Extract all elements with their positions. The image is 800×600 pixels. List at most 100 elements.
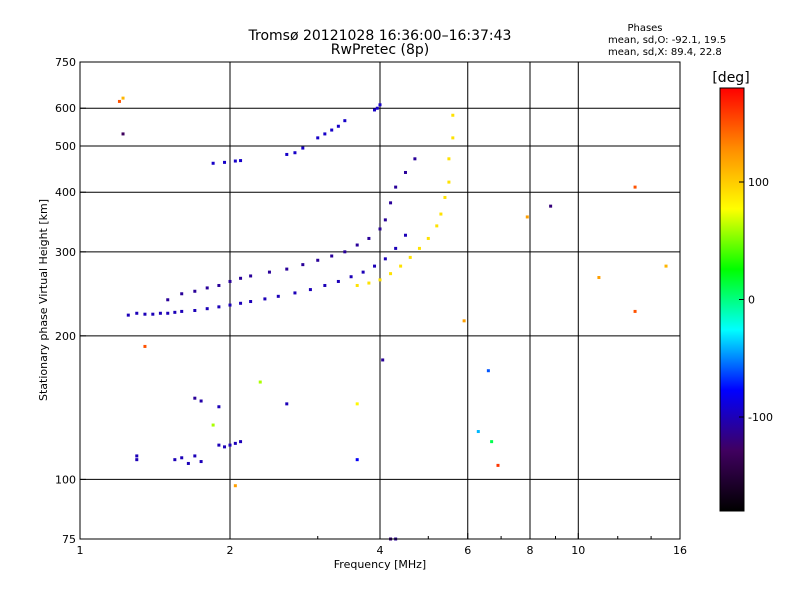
chart-subtitle: RwPretec (8p) <box>331 42 429 58</box>
data-point <box>205 286 209 290</box>
data-point <box>285 267 289 271</box>
data-point <box>389 201 393 205</box>
data-point <box>451 113 455 117</box>
data-point <box>193 454 197 458</box>
data-point <box>373 264 377 268</box>
y-axis-ticks: 75 100 200 300 400 500 600 750 <box>55 56 86 546</box>
colorbar-tick-label: 0 <box>748 294 755 307</box>
data-point <box>151 312 155 316</box>
data-point <box>462 319 466 323</box>
data-point <box>413 157 417 161</box>
data-point <box>180 309 184 313</box>
x-tick-label: 16 <box>673 544 687 557</box>
data-point <box>267 270 271 274</box>
data-point <box>343 119 347 123</box>
data-point <box>330 254 334 258</box>
data-point <box>349 275 353 279</box>
data-point <box>408 255 412 259</box>
data-point <box>355 402 359 406</box>
data-point <box>633 309 637 313</box>
data-point <box>633 185 637 189</box>
y-tick-label: 500 <box>55 140 76 153</box>
data-point <box>323 132 327 136</box>
y-axis-label: Stationary phase Virtual Height [km] <box>37 199 50 401</box>
data-point <box>126 313 130 317</box>
data-point <box>378 227 382 231</box>
data-point <box>263 297 267 301</box>
y-tick-label: 75 <box>62 533 76 546</box>
data-point <box>451 136 455 140</box>
data-point <box>394 185 398 189</box>
x-tick-label: 8 <box>527 544 534 557</box>
data-point <box>301 146 305 150</box>
data-point <box>193 289 197 293</box>
stats-line-x: mean, sd,X: 89.4, 22.8 <box>608 47 722 58</box>
data-point <box>239 301 243 305</box>
stats-heading: Phases <box>627 23 662 34</box>
y-tick-label: 100 <box>55 473 76 486</box>
x-tick-label: 1 <box>77 544 84 557</box>
data-point <box>166 298 170 302</box>
data-point <box>249 274 253 278</box>
colorbar-ticks: 100 0 -100 <box>739 176 773 424</box>
data-point <box>361 270 365 274</box>
data-point <box>336 279 340 283</box>
data-point <box>367 281 371 285</box>
data-point <box>447 157 451 161</box>
data-point <box>378 278 382 282</box>
data-point <box>355 243 359 247</box>
data-point <box>117 99 121 103</box>
data-point <box>355 283 359 287</box>
x-tick-label: 10 <box>571 544 585 557</box>
colorbar-label: [deg] <box>712 70 749 86</box>
data-point <box>239 159 243 163</box>
data-point <box>490 440 494 444</box>
plot-grid <box>80 62 680 539</box>
data-point <box>233 159 237 163</box>
data-point <box>121 96 125 100</box>
data-point <box>211 161 215 165</box>
data-point <box>180 456 184 460</box>
stats-line-o: mean, sd,O: -92.1, 19.5 <box>608 35 726 46</box>
data-point <box>199 460 203 464</box>
data-point <box>228 279 232 283</box>
data-point <box>193 308 197 312</box>
x-tick-label: 2 <box>227 544 234 557</box>
data-point <box>417 246 421 250</box>
data-point <box>293 291 297 295</box>
data-point <box>525 215 529 219</box>
data-point <box>664 264 668 268</box>
y-tick-label: 400 <box>55 186 76 199</box>
data-point <box>403 233 407 237</box>
data-point <box>217 405 221 409</box>
data-point <box>199 399 203 403</box>
data-point <box>217 443 221 447</box>
data-point <box>228 443 232 447</box>
data-point <box>193 396 197 400</box>
data-point <box>389 272 393 276</box>
data-point <box>258 380 262 384</box>
data-point <box>173 458 177 462</box>
data-point <box>135 454 139 458</box>
data-point <box>217 305 221 309</box>
y-tick-label: 750 <box>55 56 76 69</box>
colorbar-tick-label: -100 <box>748 411 773 424</box>
data-point <box>223 445 227 449</box>
data-point <box>223 160 227 164</box>
data-point <box>180 292 184 296</box>
data-point <box>378 103 382 107</box>
data-point <box>186 461 190 465</box>
data-point <box>383 218 387 222</box>
data-point <box>435 224 439 228</box>
data-point <box>381 358 385 362</box>
data-point <box>330 128 334 132</box>
data-point <box>158 311 162 315</box>
chart-title: Tromsø 20121028 16:36:00–16:37:43 <box>248 28 512 44</box>
data-point <box>205 307 209 311</box>
data-point <box>135 458 139 462</box>
data-point <box>447 180 451 184</box>
data-point <box>476 430 480 434</box>
colorbar-tick-label: 100 <box>748 176 769 189</box>
x-tick-label: 4 <box>377 544 384 557</box>
data-point <box>166 311 170 315</box>
